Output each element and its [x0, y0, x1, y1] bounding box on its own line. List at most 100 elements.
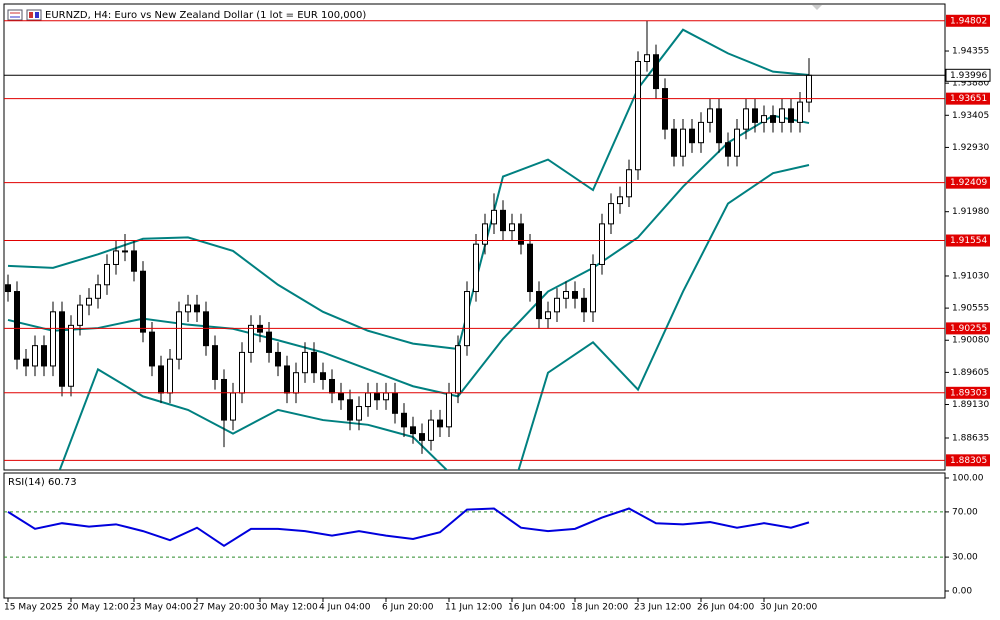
candle-body [401, 412, 407, 428]
x-tick-label: 6 Jun 20:00 [382, 603, 434, 613]
y-tick-label: 1.93405 [952, 111, 989, 121]
candle-body [113, 250, 119, 265]
candle-body [212, 345, 218, 380]
candle-body [239, 351, 245, 394]
candle-body [59, 311, 65, 387]
candle-body [680, 128, 686, 157]
rsi-pane [3, 472, 946, 599]
candle-body [158, 365, 164, 394]
last-price-label: 1.93996 [950, 71, 987, 81]
x-tick-label: 27 May 20:00 [193, 603, 255, 613]
y-tick-label: 1.91980 [952, 207, 989, 217]
candle-body [599, 223, 605, 265]
x-tick-label: 23 Jun 12:00 [634, 603, 691, 613]
candle-body [779, 108, 785, 123]
x-tick-label: 26 Jun 04:00 [697, 603, 754, 613]
candle-body [464, 291, 470, 347]
candle-body [428, 419, 434, 441]
candle-body [689, 128, 695, 144]
candle-body [716, 108, 722, 144]
level-label: 1.93651 [950, 94, 987, 104]
scroll-marker [812, 5, 822, 10]
y-tick-label: 1.89605 [952, 368, 989, 378]
candle-body [392, 392, 398, 414]
x-tick-label: 23 May 04:00 [130, 603, 192, 613]
candle-body [788, 108, 794, 123]
candle-body [536, 291, 542, 320]
level-label: 1.92409 [950, 178, 987, 188]
candle-body [275, 351, 281, 367]
candle-body [50, 311, 56, 367]
candle-body [437, 419, 443, 428]
chart-title: EURNZD, H4: Euro vs New Zealand Dollar (… [45, 10, 366, 21]
level-tag [946, 322, 990, 335]
candle-body [752, 108, 758, 123]
rsi-line [7, 507, 810, 547]
candle-body [329, 378, 335, 394]
candle-body [743, 108, 749, 130]
bollinger-upper [7, 28, 810, 351]
candle-body [806, 74, 812, 103]
candle-body [347, 399, 353, 421]
candle-body [419, 433, 425, 441]
x-tick-label: 4 Jun 04:00 [319, 603, 371, 613]
candle-body [545, 311, 551, 320]
y-tick-label: 1.90555 [952, 304, 989, 314]
y-tick-label: 1.92930 [952, 143, 989, 153]
candle-body [797, 101, 803, 123]
candle-body [266, 331, 272, 353]
candle-body [167, 358, 173, 394]
y-tick-label: 1.91030 [952, 271, 989, 281]
candle-body [662, 88, 668, 130]
level-tag [946, 92, 990, 105]
candle-body [563, 291, 569, 299]
candle-body [131, 250, 137, 272]
candle-body [446, 392, 452, 428]
level-label: 1.89303 [950, 388, 987, 398]
candle-body [644, 54, 650, 63]
candle-body [95, 284, 101, 299]
candle-body [626, 169, 632, 198]
candle-body [509, 223, 515, 232]
x-tick-label: 15 May 2025 [4, 603, 63, 613]
candle-body [707, 108, 713, 123]
candle-body [23, 358, 29, 367]
candle-body [311, 351, 317, 374]
y-tick-label: 1.90080 [952, 336, 989, 346]
level-tag [946, 454, 990, 467]
candle-body [581, 297, 587, 313]
x-tick-label: 20 May 12:00 [67, 603, 129, 613]
candle-body [671, 128, 677, 157]
candle-body [356, 406, 362, 421]
candle-body [572, 291, 578, 299]
y-tick-label: 0.00 [952, 587, 972, 597]
candle-body [14, 291, 20, 360]
level-label: 1.88305 [950, 456, 987, 466]
symbol-icons [7, 9, 42, 21]
level-label: 1.90255 [950, 324, 987, 334]
icon [26, 9, 42, 21]
candle-body [527, 243, 533, 293]
level-label: 1.94802 [950, 16, 987, 26]
candle-body [374, 392, 380, 401]
candle-body [770, 115, 776, 123]
x-tick-label: 11 Jun 12:00 [445, 603, 502, 613]
y-tick-label: 1.93880 [952, 79, 989, 89]
candle-body [185, 304, 191, 313]
candle-body [194, 304, 200, 313]
candle-body [230, 392, 236, 421]
x-tick-label: 16 Jun 04:00 [508, 603, 565, 613]
level-label: 1.91554 [950, 236, 987, 246]
price-pane [3, 3, 946, 471]
y-tick-label: 100.00 [952, 474, 984, 484]
y-tick-label: 1.88635 [952, 433, 989, 443]
candle-body [320, 372, 326, 380]
candle-body [176, 311, 182, 360]
icon [29, 12, 33, 18]
rsi-title: RSI(14) 60.73 [8, 477, 77, 488]
icon [35, 12, 39, 18]
candle-body [590, 263, 596, 313]
candle-body [365, 392, 371, 408]
candle-body [122, 250, 128, 253]
